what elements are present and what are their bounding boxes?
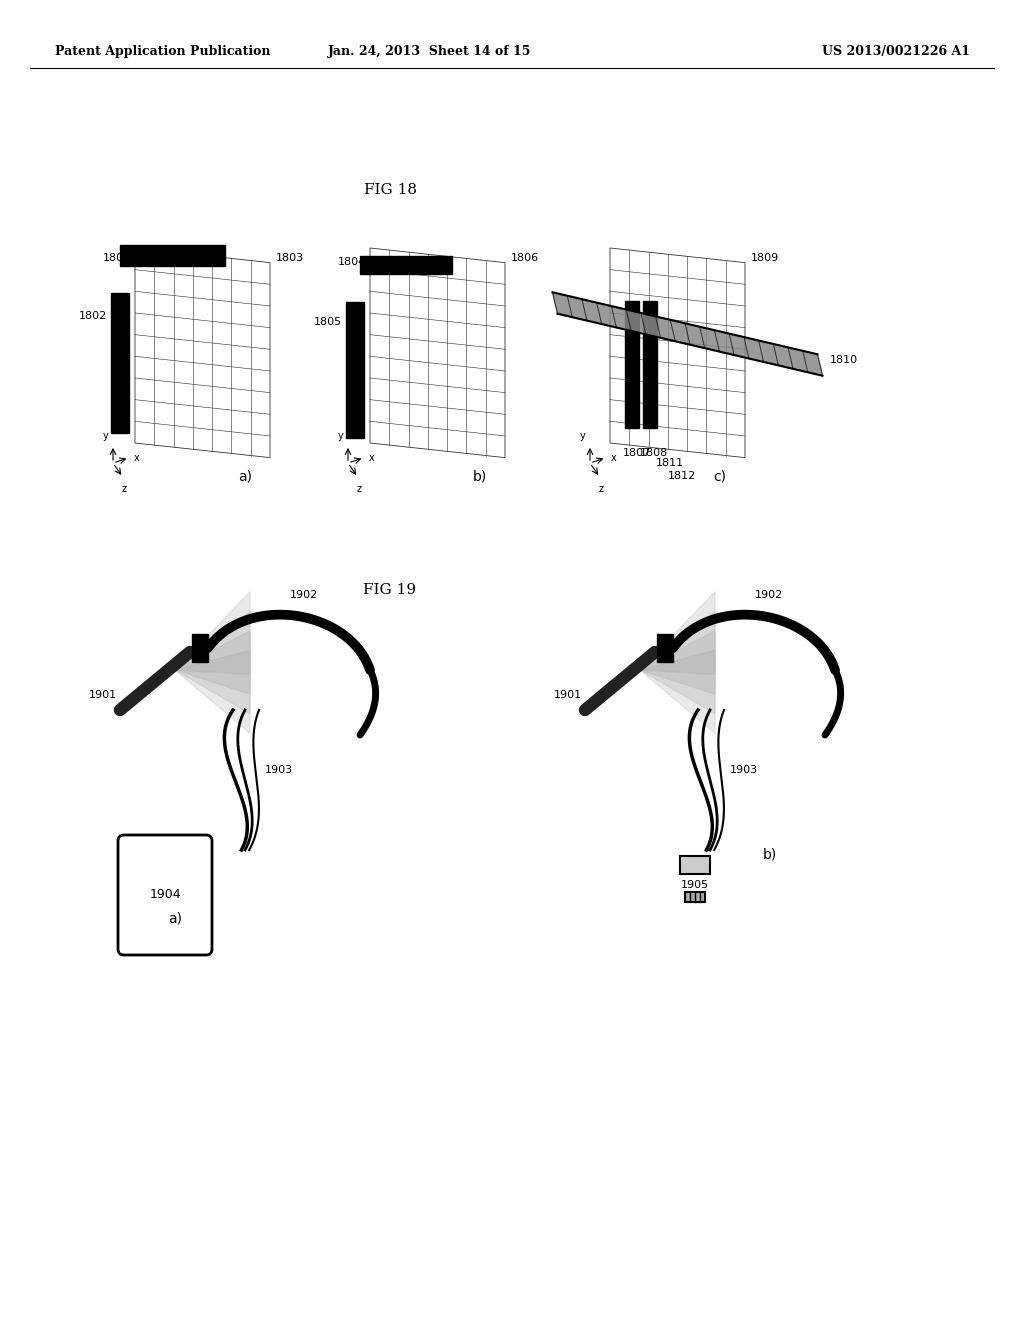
Text: 1901: 1901	[89, 690, 117, 700]
Text: 1807: 1807	[623, 447, 651, 458]
Text: z: z	[356, 484, 361, 494]
Bar	[346, 301, 364, 438]
Text: 1902: 1902	[290, 590, 318, 601]
Text: y: y	[103, 432, 109, 441]
Bar	[111, 293, 129, 433]
Text: 1905: 1905	[681, 880, 709, 890]
Text: 1811: 1811	[656, 458, 684, 469]
Polygon shape	[640, 591, 715, 734]
Text: 1808: 1808	[640, 447, 669, 458]
Polygon shape	[553, 292, 822, 376]
Text: Patent Application Publication: Patent Application Publication	[55, 45, 270, 58]
Text: y: y	[581, 432, 586, 441]
Text: 1805: 1805	[314, 317, 342, 327]
Text: 1810: 1810	[830, 355, 858, 366]
Text: b): b)	[473, 470, 487, 484]
Polygon shape	[657, 634, 673, 663]
Polygon shape	[175, 631, 250, 694]
Text: FIG 19: FIG 19	[364, 583, 417, 597]
Polygon shape	[193, 634, 208, 663]
Text: 1904: 1904	[150, 888, 181, 902]
Text: x: x	[611, 453, 616, 462]
Text: c): c)	[714, 470, 726, 484]
Text: z: z	[121, 484, 126, 494]
Text: x: x	[134, 453, 139, 462]
Polygon shape	[120, 246, 225, 267]
Polygon shape	[640, 631, 715, 694]
Bar	[643, 301, 657, 428]
Text: Jan. 24, 2013  Sheet 14 of 15: Jan. 24, 2013 Sheet 14 of 15	[329, 45, 531, 58]
Text: 1903: 1903	[730, 766, 758, 775]
Text: 1809: 1809	[751, 253, 779, 263]
Polygon shape	[360, 256, 452, 275]
Text: x: x	[369, 453, 375, 462]
Polygon shape	[640, 651, 715, 675]
Text: 1901: 1901	[554, 690, 582, 700]
Text: a): a)	[168, 911, 182, 925]
Polygon shape	[640, 611, 715, 714]
Text: 1806: 1806	[511, 253, 539, 263]
Text: 1812: 1812	[668, 471, 696, 480]
Text: US 2013/0021226 A1: US 2013/0021226 A1	[822, 45, 970, 58]
Polygon shape	[175, 651, 250, 675]
Text: b): b)	[763, 847, 777, 862]
FancyBboxPatch shape	[118, 836, 212, 954]
Text: 1802: 1802	[79, 312, 106, 321]
Text: 1803: 1803	[276, 253, 304, 263]
Bar	[685, 892, 705, 902]
Text: FIG 18: FIG 18	[364, 183, 417, 197]
Text: 1902: 1902	[755, 590, 783, 601]
Polygon shape	[175, 591, 250, 734]
Text: 1903: 1903	[265, 766, 293, 775]
Text: 1804: 1804	[338, 257, 366, 267]
Text: a): a)	[238, 470, 252, 484]
Bar	[625, 301, 639, 428]
Bar	[680, 855, 710, 874]
Text: y: y	[338, 432, 344, 441]
Text: z: z	[598, 484, 603, 494]
Polygon shape	[175, 611, 250, 714]
Text: 1801: 1801	[102, 253, 131, 263]
